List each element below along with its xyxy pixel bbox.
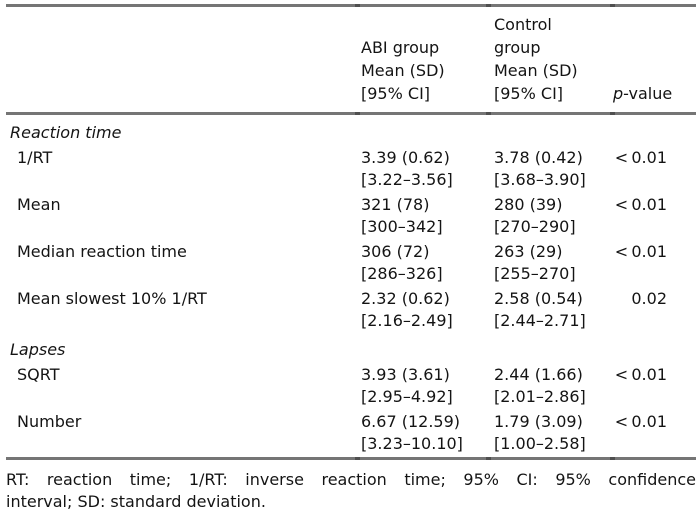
- rule-tick: [486, 112, 491, 115]
- control-value-cell: 1.79 (3.09) [1.00–2.58]: [488, 411, 612, 455]
- header-line: Mean (SD): [494, 61, 578, 80]
- header-line: group: [494, 38, 541, 57]
- header-pvalue: p-value: [612, 13, 696, 105]
- mean-sd-value: 263 (29): [494, 242, 563, 261]
- ci-value: [300–342]: [361, 217, 443, 236]
- ci-value: [270–290]: [494, 217, 576, 236]
- header-abi-group: ABI group Mean (SD) [95% CI]: [357, 13, 488, 105]
- header-line: Mean (SD): [361, 61, 445, 80]
- mean-sd-value: 280 (39): [494, 195, 563, 214]
- ci-value: [3.23–10.10]: [361, 434, 463, 453]
- rule-tick: [355, 457, 360, 460]
- header-line: ABI group: [361, 38, 440, 57]
- abi-value-cell: 3.39 (0.62) [3.22–3.56]: [357, 147, 488, 191]
- pvalue-p: p: [613, 84, 624, 103]
- rule-tick: [486, 4, 491, 7]
- abi-value-cell: 306 (72) [286–326]: [357, 241, 488, 285]
- row-label: Mean: [17, 195, 61, 214]
- section-row-reaction-time: Reaction time: [10, 123, 122, 142]
- mean-sd-value: 2.44 (1.66): [494, 365, 583, 384]
- abi-value-cell: 6.67 (12.59) [3.23–10.10]: [357, 411, 488, 455]
- mean-sd-value: 3.93 (3.61): [361, 365, 450, 384]
- mean-sd-value: 2.32 (0.62): [361, 289, 450, 308]
- pvalue-cell: < 0.01: [614, 148, 667, 167]
- table-row: Number 6.67 (12.59) [3.23–10.10] 1.79 (3…: [6, 408, 696, 455]
- row-label: 1/RT: [17, 148, 53, 167]
- pvalue-cell: < 0.01: [614, 195, 667, 214]
- mean-sd-value: 2.58 (0.54): [494, 289, 583, 308]
- rule-tick: [355, 112, 360, 115]
- pvalue-cell: < 0.01: [614, 242, 667, 261]
- table-row: 1/RT 3.39 (0.62) [3.22–3.56] 3.78 (0.42)…: [6, 144, 696, 191]
- pvalue-cell: < 0.01: [614, 412, 667, 431]
- mean-sd-value: 6.67 (12.59): [361, 412, 460, 431]
- ci-value: [2.01–2.86]: [494, 387, 586, 406]
- mean-sd-value: 1.79 (3.09): [494, 412, 583, 431]
- table-row: Median reaction time 306 (72) [286–326] …: [6, 238, 696, 285]
- mean-sd-value: 3.78 (0.42): [494, 148, 583, 167]
- control-value-cell: 3.78 (0.42) [3.68–3.90]: [488, 147, 612, 191]
- pvalue-suffix: -value: [623, 84, 673, 103]
- abi-value-cell: 321 (78) [300–342]: [357, 194, 488, 238]
- control-value-cell: 263 (29) [255–270]: [488, 241, 612, 285]
- row-label: Number: [17, 412, 82, 431]
- table-row: Mean 321 (78) [300–342] 280 (39) [270–29…: [6, 191, 696, 238]
- control-value-cell: 280 (39) [270–290]: [488, 194, 612, 238]
- row-label: Mean slowest 10% 1/RT: [17, 289, 207, 308]
- rule-tick: [486, 457, 491, 460]
- control-value-cell: 2.58 (0.54) [2.44–2.71]: [488, 288, 612, 332]
- ci-value: [2.16–2.49]: [361, 311, 453, 330]
- abi-value-cell: 3.93 (3.61) [2.95–4.92]: [357, 364, 488, 408]
- header-line: [95% CI]: [494, 84, 564, 103]
- table-bottom-rule: [6, 457, 696, 460]
- control-value-cell: 2.44 (1.66) [2.01–2.86]: [488, 364, 612, 408]
- rule-tick: [610, 457, 615, 460]
- ci-value: [255–270]: [494, 264, 576, 283]
- footnote-line: interval; SD: standard deviation.: [6, 492, 266, 511]
- header-control-group: Control group Mean (SD) [95% CI]: [488, 13, 612, 105]
- ci-value: [2.44–2.71]: [494, 311, 586, 330]
- abi-value-cell: 2.32 (0.62) [2.16–2.49]: [357, 288, 488, 332]
- ci-value: [1.00–2.58]: [494, 434, 586, 453]
- row-label: Median reaction time: [17, 242, 187, 261]
- header-line: Control: [494, 15, 552, 34]
- table-row: Mean slowest 10% 1/RT 2.32 (0.62) [2.16–…: [6, 285, 696, 332]
- section-row-lapses: Lapses: [10, 340, 66, 359]
- header-line: [95% CI]: [361, 84, 431, 103]
- results-table: ABI group Mean (SD) [95% CI] Control gro…: [6, 4, 696, 460]
- row-label: SQRT: [17, 365, 60, 384]
- pvalue-cell: < 0.01: [614, 365, 667, 384]
- mean-sd-value: 3.39 (0.62): [361, 148, 450, 167]
- ci-value: [2.95–4.92]: [361, 387, 453, 406]
- mean-sd-value: 321 (78): [361, 195, 430, 214]
- table-top-rule: [6, 4, 696, 7]
- header-line: p-value: [613, 82, 696, 105]
- ci-value: [3.68–3.90]: [494, 170, 586, 189]
- footnote-line: RT: reaction time; 1/RT: inverse reactio…: [6, 470, 696, 489]
- pvalue-cell: 0.02: [631, 289, 667, 308]
- header-empty-cell: [6, 13, 357, 105]
- table-header-rule: [6, 112, 696, 115]
- ci-value: [3.22–3.56]: [361, 170, 453, 189]
- rule-tick: [610, 112, 615, 115]
- ci-value: [286–326]: [361, 264, 443, 283]
- rule-tick: [355, 4, 360, 7]
- mean-sd-value: 306 (72): [361, 242, 430, 261]
- table-row: SQRT 3.93 (3.61) [2.95–4.92] 2.44 (1.66)…: [6, 361, 696, 408]
- rule-tick: [610, 4, 615, 7]
- table-header-row: ABI group Mean (SD) [95% CI] Control gro…: [6, 7, 696, 112]
- table-footnote: RT: reaction time; 1/RT: inverse reactio…: [6, 469, 696, 513]
